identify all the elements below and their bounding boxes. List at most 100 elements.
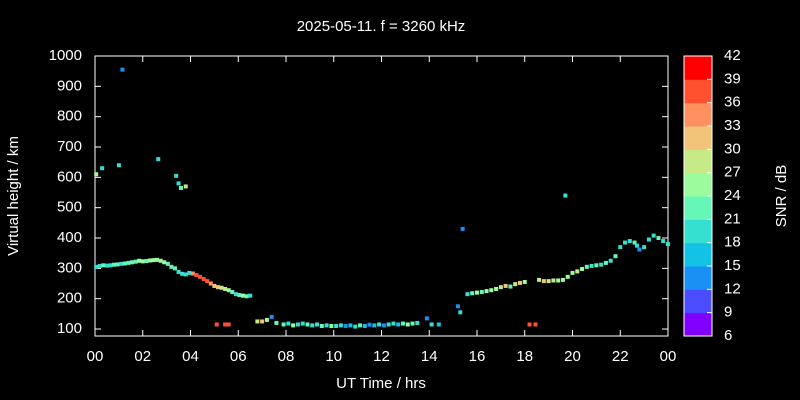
y-tick-label: 1000: [49, 47, 82, 64]
x-tick-label: 04: [182, 348, 199, 365]
data-point: [300, 321, 305, 326]
data-point: [537, 277, 542, 282]
data-point: [223, 322, 228, 327]
data-point: [470, 291, 475, 296]
data-point: [147, 258, 152, 263]
data-point: [208, 281, 213, 286]
data-point: [338, 323, 343, 328]
data-point: [377, 322, 382, 327]
data-point: [618, 245, 623, 250]
data-point: [305, 322, 310, 327]
data-point: [656, 236, 661, 241]
data-point: [274, 320, 279, 325]
data-point: [151, 258, 156, 263]
data-point: [367, 322, 372, 327]
data-point: [97, 263, 102, 268]
data-point: [260, 319, 265, 324]
data-point: [183, 184, 188, 189]
data-point: [176, 269, 181, 274]
data-point: [458, 310, 463, 315]
data-point: [324, 323, 329, 328]
data-point: [546, 279, 551, 284]
data-point: [219, 285, 224, 290]
data-point: [226, 322, 231, 327]
data-point: [230, 290, 235, 295]
data-point: [634, 243, 639, 248]
colorbar-band: [683, 265, 713, 290]
data-point: [405, 322, 410, 327]
data-point: [237, 293, 242, 298]
data-point: [637, 247, 642, 252]
data-point: [541, 279, 546, 284]
data-point: [190, 271, 195, 276]
data-point: [334, 323, 339, 328]
data-point: [174, 173, 179, 178]
data-point: [565, 274, 570, 279]
data-point: [343, 323, 348, 328]
x-tick-label: 12: [373, 348, 390, 365]
colorbar-band: [683, 195, 713, 220]
data-point: [155, 257, 160, 262]
data-point: [137, 258, 142, 263]
data-point: [460, 226, 465, 231]
data-point: [112, 262, 117, 267]
data-point: [475, 290, 479, 295]
data-point: [233, 292, 238, 297]
colorbar-tick-label: 36: [724, 94, 741, 111]
data-point: [570, 270, 575, 275]
data-point: [517, 280, 522, 285]
colorbar-tick-label: 12: [724, 280, 741, 297]
data-point: [156, 157, 161, 162]
data-point: [264, 317, 269, 322]
data-point: [115, 262, 120, 267]
data-point: [176, 181, 181, 186]
data-point: [133, 259, 138, 264]
data-point: [386, 322, 391, 327]
x-tick-label: 08: [278, 348, 295, 365]
data-point: [556, 278, 561, 283]
data-point: [436, 322, 441, 327]
data-point: [214, 322, 219, 327]
data-point: [358, 323, 363, 328]
data-point: [348, 323, 353, 328]
data-point: [94, 172, 99, 177]
data-point: [465, 292, 470, 297]
data-point: [623, 240, 628, 245]
colorbar-band: [683, 312, 713, 337]
data-point: [122, 261, 127, 266]
colorbar-band: [683, 148, 713, 174]
data-point: [140, 259, 145, 264]
data-point: [494, 286, 499, 291]
data-point: [119, 261, 124, 266]
y-tick-label: 100: [57, 320, 82, 337]
data-point: [522, 280, 527, 285]
data-point: [120, 67, 125, 72]
data-point: [281, 322, 286, 327]
data-point: [130, 260, 135, 265]
data-point: [575, 269, 580, 274]
chart-title: 2025-05-11. f = 3260 kHz: [297, 18, 466, 35]
colorbar-band: [683, 55, 713, 80]
data-point: [158, 258, 163, 263]
data-point: [248, 293, 253, 298]
data-point: [589, 263, 594, 268]
data-point: [666, 242, 670, 247]
x-axis-label: UT Time / hrs: [336, 375, 426, 392]
colorbar-tick-label: 27: [724, 164, 741, 181]
data-point: [178, 185, 183, 190]
data-point: [169, 264, 174, 269]
data-point: [651, 233, 656, 238]
colorbar-band: [683, 288, 713, 314]
data-point: [400, 321, 405, 326]
data-point: [183, 272, 188, 277]
data-point: [194, 273, 199, 278]
colorbar-tick-label: 24: [724, 187, 741, 204]
data-point: [498, 285, 503, 290]
data-point: [560, 277, 565, 282]
plot-frame: [94, 55, 669, 337]
data-point: [608, 258, 613, 263]
colorbar-band: [683, 218, 713, 244]
data-point: [661, 239, 666, 244]
data-point: [201, 276, 206, 281]
data-point: [205, 279, 210, 284]
